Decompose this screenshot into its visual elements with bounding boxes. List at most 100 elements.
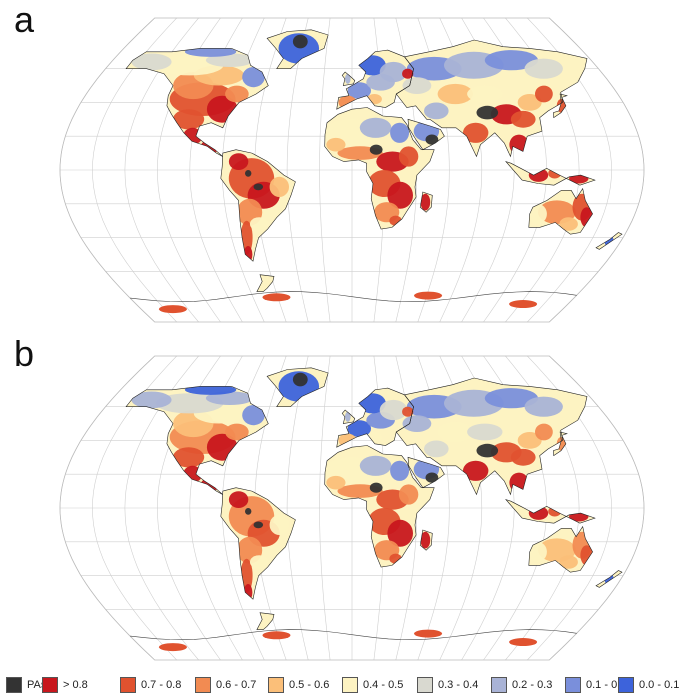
value-region <box>200 139 221 154</box>
world-map-panel-b <box>59 355 645 661</box>
value-region <box>359 117 392 138</box>
value-region <box>225 423 249 441</box>
value-region <box>249 217 269 231</box>
antarctica-region <box>414 629 443 638</box>
value-region <box>347 82 371 99</box>
coastline-greenland <box>266 29 329 69</box>
value-region <box>510 448 536 466</box>
value-regions <box>131 371 614 601</box>
legend-label: PAs <box>27 679 47 691</box>
value-region <box>402 415 432 432</box>
antarctica-region <box>158 305 187 314</box>
graticule-meridian <box>319 17 331 323</box>
value-region <box>390 122 410 143</box>
value-region <box>131 53 172 71</box>
legend-label: 0.6 - 0.7 <box>216 679 257 691</box>
value-region <box>326 475 346 490</box>
value-region <box>484 388 538 409</box>
antarctica-coast <box>130 291 577 303</box>
legend-swatch <box>417 677 433 693</box>
legend-label: 0.4 - 0.5 <box>363 679 404 691</box>
value-region <box>345 73 351 84</box>
value-region <box>292 34 308 49</box>
legend-item: 0.0 - 0.1 <box>618 674 679 696</box>
value-region <box>359 455 392 476</box>
value-region <box>463 122 489 143</box>
coastline-europe <box>336 49 414 110</box>
graticule-meridian <box>286 17 309 323</box>
coastline-antarcticaPen <box>256 274 275 292</box>
legend-label: 0.5 - 0.6 <box>289 679 330 691</box>
value-region <box>398 146 419 167</box>
coastline-antarcticaPen <box>256 612 275 630</box>
value-region <box>476 105 499 120</box>
antarctica-region <box>262 293 291 302</box>
value-region <box>467 423 503 441</box>
antarctica-coast <box>130 629 577 641</box>
antarctica-region <box>414 291 443 300</box>
value-region <box>200 477 221 492</box>
graticule-meridian <box>319 355 331 661</box>
value-region <box>228 153 249 171</box>
value-region <box>463 460 489 481</box>
value-region <box>347 420 371 437</box>
legend-label: 0.0 - 0.1 <box>639 679 680 691</box>
coastline-indonesia <box>504 498 596 524</box>
value-region <box>225 85 249 103</box>
value-region <box>424 440 449 458</box>
value-region <box>269 176 289 197</box>
legend-swatch <box>120 677 136 693</box>
value-regions <box>131 33 614 263</box>
value-region <box>528 541 547 562</box>
value-region <box>484 50 538 71</box>
legend-swatch <box>618 677 634 693</box>
value-region <box>253 521 264 529</box>
value-region <box>398 484 419 505</box>
legend-swatch <box>6 677 22 693</box>
value-region <box>402 68 414 79</box>
value-region <box>517 94 542 111</box>
value-region <box>425 134 439 145</box>
value-region <box>379 61 408 83</box>
legend-label: > 0.8 <box>63 679 88 691</box>
value-region <box>369 482 383 493</box>
coastline-northAmerica <box>125 386 269 495</box>
coastline-asia <box>395 39 588 158</box>
value-region <box>242 405 265 426</box>
coastline-madagascar <box>419 191 433 213</box>
value-region <box>425 472 439 483</box>
legend-item: 0.2 - 0.3 <box>491 674 552 696</box>
value-region <box>253 183 264 191</box>
value-region <box>379 399 408 421</box>
value-region <box>510 110 536 128</box>
value-region <box>517 432 542 449</box>
value-region <box>184 46 237 57</box>
coastline-southAmerica <box>220 487 296 600</box>
coastline-australia <box>528 525 593 573</box>
legend-label: 0.3 - 0.4 <box>438 679 479 691</box>
legend-swatch <box>491 677 507 693</box>
value-region <box>390 460 410 481</box>
value-region <box>559 217 578 231</box>
value-region <box>528 203 547 224</box>
value-region <box>437 421 473 443</box>
coastline-arabia <box>407 118 445 151</box>
antarctica <box>130 629 577 652</box>
legend-item: 0.5 - 0.6 <box>268 674 329 696</box>
coastlines <box>125 367 623 630</box>
antarctica-region <box>158 643 187 652</box>
legend-swatch <box>342 677 358 693</box>
value-region <box>528 168 549 182</box>
value-region <box>476 443 499 458</box>
value-region <box>420 531 431 549</box>
panel-b-label: b <box>14 333 35 374</box>
legend-item: > 0.8 <box>42 674 88 696</box>
graticule-meridian <box>286 355 309 661</box>
value-region <box>402 77 432 94</box>
world-map-panel-a <box>59 17 645 323</box>
legend-swatch <box>42 677 58 693</box>
coastline-indonesia <box>504 160 596 186</box>
coastline-newZealand <box>595 570 623 588</box>
coastline-newZealand <box>595 232 623 250</box>
value-region <box>345 411 351 422</box>
